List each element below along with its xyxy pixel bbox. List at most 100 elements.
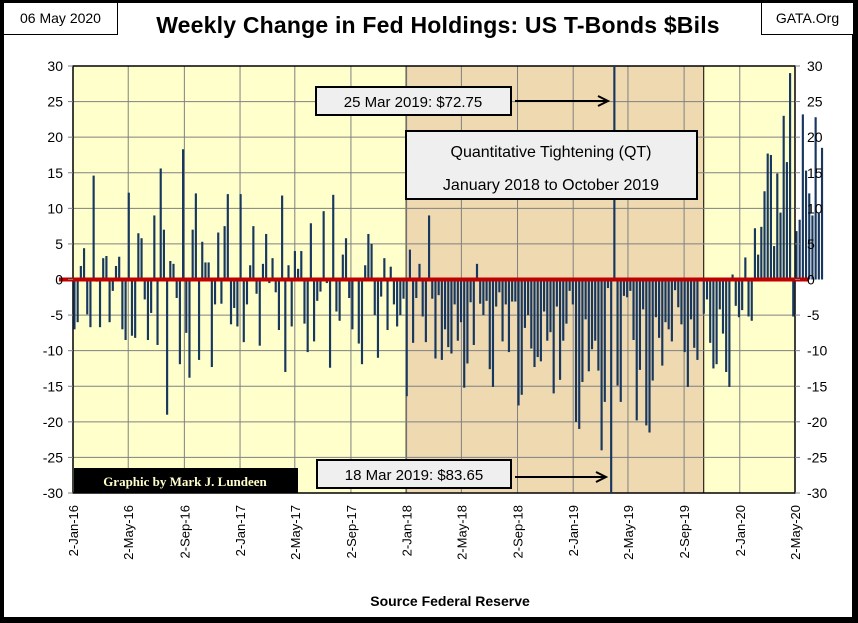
bar <box>284 279 287 373</box>
bar <box>680 279 683 325</box>
y-tick-label-right: 20 <box>807 129 823 145</box>
bar <box>527 279 530 316</box>
bar <box>702 279 705 314</box>
bar <box>820 147 824 280</box>
bar <box>92 175 95 280</box>
bar <box>322 211 325 280</box>
bar <box>479 279 482 304</box>
y-tick-label-left: -10 <box>43 343 63 359</box>
y-tick-label-left: -20 <box>43 414 63 430</box>
x-tick-label: 2-Jan-19 <box>566 505 581 556</box>
bar <box>223 226 226 280</box>
bar <box>543 279 546 312</box>
bar <box>105 256 108 280</box>
y-tick-label-right: -15 <box>807 378 827 394</box>
y-tick-label-left: 0 <box>55 272 63 288</box>
x-axis: 2-Jan-16 2-May-16 2-Sep-16 2-Jan-17 2-May-17… <box>66 505 803 560</box>
bar <box>166 279 169 415</box>
bar <box>610 279 613 493</box>
y-tick-label-right: 5 <box>807 236 815 252</box>
y-axis-left: 30 25 20 15 10 5 0 -5 -10 -15 -20 -25 -30 <box>43 58 73 501</box>
bar <box>798 219 801 280</box>
bar <box>156 279 159 345</box>
bar <box>587 279 590 372</box>
bar <box>546 279 549 341</box>
bar <box>293 251 296 280</box>
bar <box>197 279 201 360</box>
bar <box>549 279 552 333</box>
bar <box>632 279 635 340</box>
bar <box>795 231 798 280</box>
bar <box>143 279 146 300</box>
y-tick-label-left: 20 <box>47 129 63 145</box>
y-tick-label-right: 15 <box>807 165 823 181</box>
bar <box>443 279 447 330</box>
y-tick-label-left: -30 <box>43 485 63 501</box>
bar <box>536 279 539 358</box>
bar <box>769 154 772 280</box>
x-tick-label: 2-Sep-19 <box>677 505 692 558</box>
bar <box>801 114 804 280</box>
bar <box>121 279 124 330</box>
bar <box>811 215 814 280</box>
bar <box>804 170 808 280</box>
y-tick-label-right: 0 <box>807 272 815 288</box>
bar-series <box>73 66 824 493</box>
bar <box>533 279 536 368</box>
bar <box>773 246 776 280</box>
bar <box>709 279 712 343</box>
bar <box>728 279 731 387</box>
bar <box>718 279 721 310</box>
bar <box>229 279 233 325</box>
bar <box>172 263 175 280</box>
y-axis-right: 30 25 20 15 10 5 0 -5 -10 -15 -20 -25 -30 <box>795 58 827 501</box>
bar <box>555 279 558 307</box>
bar <box>673 279 677 291</box>
bar <box>450 279 453 354</box>
bar <box>447 279 450 348</box>
bar <box>370 243 373 280</box>
bar <box>319 279 322 292</box>
bar <box>245 279 249 305</box>
x-tick-label: 2-Sep-17 <box>344 505 359 558</box>
bar <box>175 279 178 299</box>
bar <box>741 279 744 311</box>
bar <box>217 232 220 280</box>
bar <box>73 279 76 330</box>
min-annotation-label: 18 Mar 2019: $83.65 <box>345 467 483 484</box>
bar <box>725 279 728 373</box>
x-tick-label: 2-Sep-18 <box>511 505 526 558</box>
bar <box>491 279 495 387</box>
bar <box>383 258 386 280</box>
bar <box>776 173 779 280</box>
y-tick-label-right: -10 <box>807 343 827 359</box>
bar <box>642 279 645 310</box>
bar <box>367 233 370 280</box>
bar <box>568 279 571 291</box>
bar <box>571 279 574 305</box>
bar <box>495 279 498 307</box>
bar <box>763 191 766 280</box>
bar <box>408 249 411 280</box>
bar <box>552 279 555 394</box>
bar <box>431 279 434 299</box>
bar <box>760 226 763 280</box>
bar <box>782 115 785 280</box>
bar <box>169 260 172 280</box>
bar <box>712 279 715 369</box>
bar <box>191 229 194 280</box>
bar <box>127 192 130 280</box>
bar <box>565 279 568 324</box>
bar <box>785 162 788 280</box>
bar <box>338 279 341 321</box>
bar <box>696 279 699 360</box>
chart-title: Weekly Change in Fed Holdings: US T-Bond… <box>156 12 720 38</box>
bar <box>316 279 319 301</box>
bar <box>427 215 431 280</box>
y-tick-label-right: -25 <box>807 449 827 465</box>
bar <box>453 279 456 305</box>
bar <box>600 279 603 451</box>
credit-label: Graphic by Mark J. Lundeen <box>103 474 267 489</box>
bar <box>328 279 332 368</box>
bar <box>373 279 376 316</box>
